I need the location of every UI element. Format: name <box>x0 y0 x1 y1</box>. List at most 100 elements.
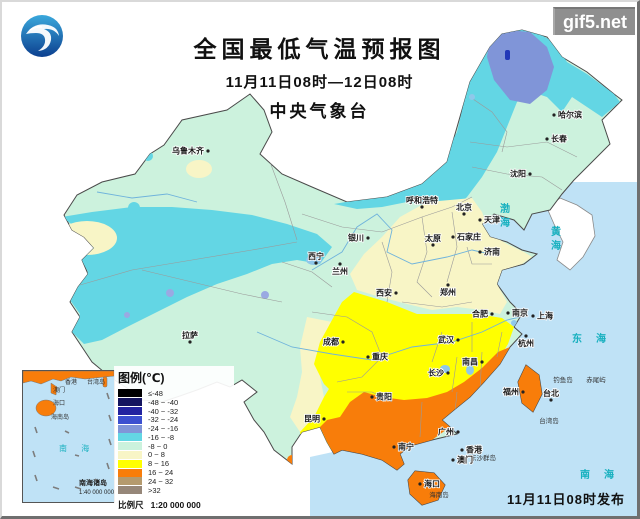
map-scale: 比例尺 1:20 000 000 <box>118 499 230 511</box>
inset-hainan-label: 海南岛 <box>51 413 69 421</box>
province-borders <box>79 96 578 438</box>
legend-swatch <box>118 389 142 398</box>
sea-label: 渤海 <box>500 202 510 229</box>
city-dot <box>431 243 435 247</box>
city-label: 长沙 <box>428 368 444 378</box>
legend-swatch <box>118 433 142 442</box>
legend-swatch <box>118 468 142 477</box>
scale-label: 比例尺 <box>118 499 144 510</box>
city-dot <box>446 283 450 287</box>
city-label: 成都 <box>323 337 339 347</box>
legend-item: -24 ~ -16 <box>118 424 230 433</box>
island-label: 海南岛 <box>429 490 449 499</box>
city-label: 福州 <box>502 387 519 397</box>
legend-item: 0 ~ 8 <box>118 450 230 460</box>
city-label: 哈尔滨 <box>558 110 582 120</box>
legend-label: -24 ~ -16 <box>148 424 179 434</box>
city-label: 广州 <box>438 427 454 437</box>
city-label: 长春 <box>551 134 567 144</box>
legend-swatch <box>118 442 142 451</box>
city-dot <box>456 430 460 434</box>
legend-item: -8 ~ 0 <box>118 442 230 451</box>
legend-swatch <box>118 398 142 407</box>
legend-item: 8 ~ 16 <box>118 459 230 468</box>
legend-label: >32 <box>148 485 161 495</box>
city-dot <box>188 340 192 344</box>
city-dot <box>490 312 494 316</box>
city-label: 郑州 <box>440 287 456 297</box>
city-label: 合肥 <box>471 309 488 319</box>
city-dot <box>451 235 455 239</box>
inset-hainan <box>35 399 57 417</box>
island-label: 钓鱼岛 <box>553 375 573 384</box>
city-dot <box>314 261 318 265</box>
city-dot <box>549 398 553 402</box>
city-dot <box>392 445 396 449</box>
rivers <box>96 191 521 361</box>
legend-item: 16 ~ 24 <box>118 468 230 477</box>
inset-title: 南海诸岛 <box>79 478 107 487</box>
inset-dash-line <box>32 392 112 490</box>
gif5-watermark: gif5.net <box>553 7 635 35</box>
city-label: 呼和浩特 <box>406 195 438 205</box>
city-dot <box>524 334 528 338</box>
title-block: 全国最低气温预报图 11月11日08时—12日08时 中央气象台 <box>2 30 637 122</box>
legend-item: -48 ~ -40 <box>118 398 230 407</box>
legend-swatch <box>118 450 142 459</box>
city-dot <box>451 458 455 462</box>
city-dot <box>366 236 370 240</box>
legend-label: 8 ~ 16 <box>148 459 170 469</box>
city-dot <box>456 338 460 342</box>
legend-swatch <box>118 406 142 415</box>
city-dot <box>206 149 210 153</box>
scale-value: 1:20 000 000 <box>150 499 201 510</box>
legend-item: 24 ~ 32 <box>118 477 230 486</box>
sea-label: 东海 <box>572 332 620 345</box>
legend: 图例(℃) ≤-48 -48 ~ -40 -40 ~ -32 -32 ~ -24 -24… <box>114 366 234 511</box>
legend-item: -16 ~ -8 <box>118 433 230 442</box>
island-label: 台湾岛 <box>539 416 559 425</box>
city-dot <box>506 311 510 315</box>
legend-swatch <box>118 424 142 433</box>
city-label: 重庆 <box>372 352 388 362</box>
legend-swatch <box>118 486 142 495</box>
legend-swatch <box>118 415 142 424</box>
legend-item: ≤-48 <box>118 389 230 398</box>
legend-label: 16 ~ 24 <box>148 468 174 478</box>
legend-label: -40 ~ -32 <box>148 406 179 416</box>
legend-label: -48 ~ -40 <box>148 397 179 407</box>
city-dot <box>478 250 482 254</box>
inset-sea-label: 南 海 <box>59 443 95 453</box>
cma-logo-icon <box>18 12 66 60</box>
city-dot <box>552 113 556 117</box>
city-label: 昆明 <box>304 414 320 424</box>
inset-taiwan <box>102 376 108 388</box>
legend-title: 图例(℃) <box>118 371 165 385</box>
legend-rows: ≤-48 -48 ~ -40 -40 ~ -32 -32 ~ -24 -24 ~ -16… <box>118 389 230 495</box>
city-dot <box>420 205 424 209</box>
legend-label: 24 ~ 32 <box>148 476 174 486</box>
city-label: 南昌 <box>462 357 478 367</box>
legend-swatch <box>118 477 142 486</box>
sea-area <box>310 182 637 516</box>
city-label: 海口 <box>424 479 440 489</box>
city-label: 贵阳 <box>376 392 392 402</box>
city-dot <box>370 395 374 399</box>
city-dot <box>478 218 482 222</box>
city-label: 南京 <box>512 308 528 318</box>
sea-label: 黄海 <box>551 225 561 252</box>
city-dot <box>322 417 326 421</box>
legend-label: 0 ~ 8 <box>148 450 165 460</box>
city-label: 南宁 <box>398 442 414 452</box>
city-label: 乌鲁木齐 <box>172 146 205 156</box>
city-label: 太原 <box>424 233 441 243</box>
legend-item: >32 <box>118 486 230 495</box>
city-dot <box>531 314 535 318</box>
city-label: 天津 <box>484 215 500 225</box>
sea-label: 南海 <box>580 468 628 481</box>
island-label: 赤尾屿 <box>586 375 606 384</box>
